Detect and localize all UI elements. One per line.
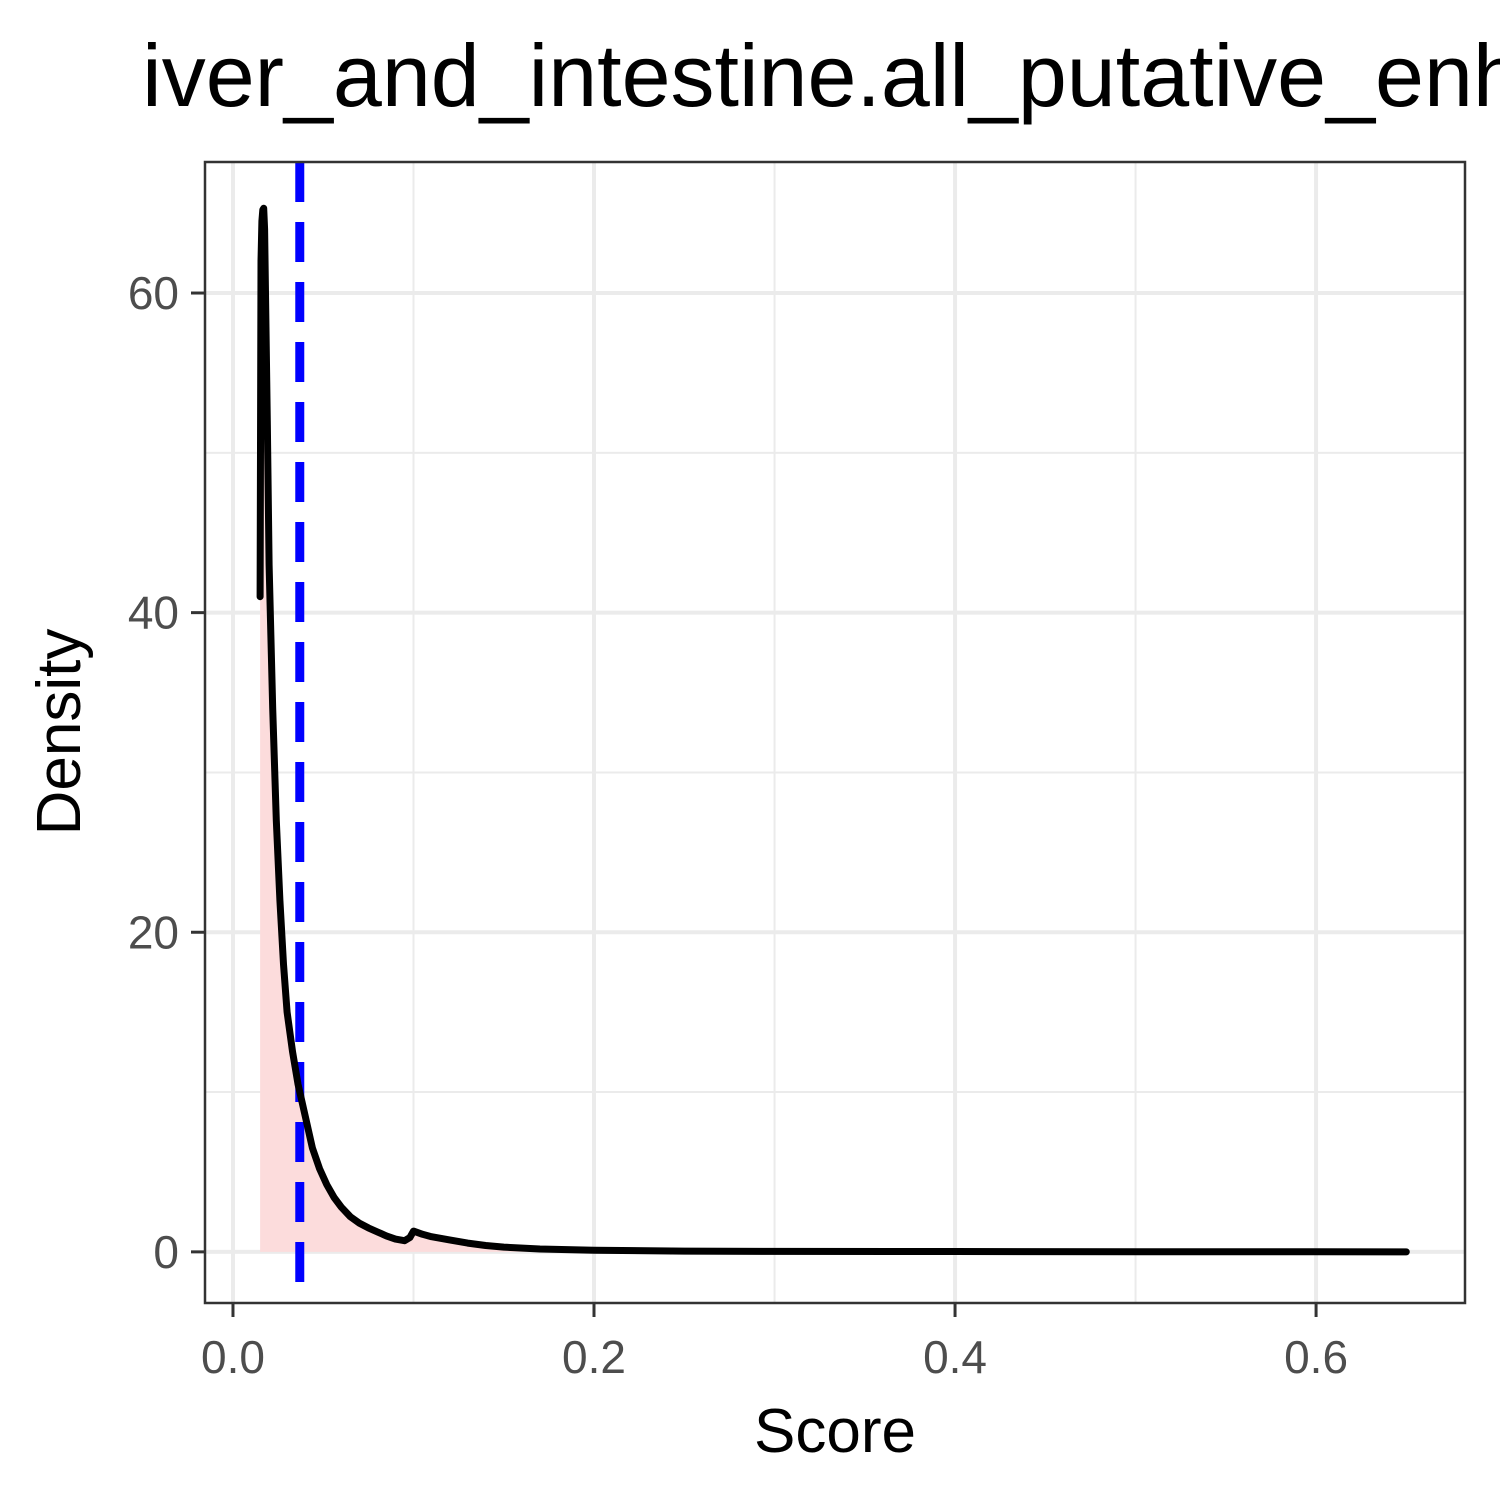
x-tick-label: 0.2	[562, 1331, 626, 1383]
x-tick-label: 0.6	[1284, 1331, 1348, 1383]
y-tick-label: 20	[128, 906, 179, 958]
x-axis-title: Score	[754, 1397, 916, 1466]
grid-layer	[205, 162, 1465, 1303]
y-tick-label: 60	[128, 267, 179, 319]
x-tick-label: 0.4	[923, 1331, 987, 1383]
chart-title: iver_and_intestine.all_putative_enh	[142, 26, 1500, 125]
density-area-fill	[260, 208, 1407, 1252]
x-tick-label: 0.0	[201, 1331, 265, 1383]
y-tick-label: 0	[153, 1226, 179, 1278]
plot-panel-border	[203, 160, 1467, 1305]
y-axis-title: Density	[25, 629, 94, 836]
y-tick-label: 40	[128, 587, 179, 639]
axis-layer: 0.0 0.2 0.4 0.6 0 20 40 60	[128, 267, 1348, 1383]
data-layer	[256, 162, 1410, 1303]
density-line	[256, 204, 1410, 1256]
